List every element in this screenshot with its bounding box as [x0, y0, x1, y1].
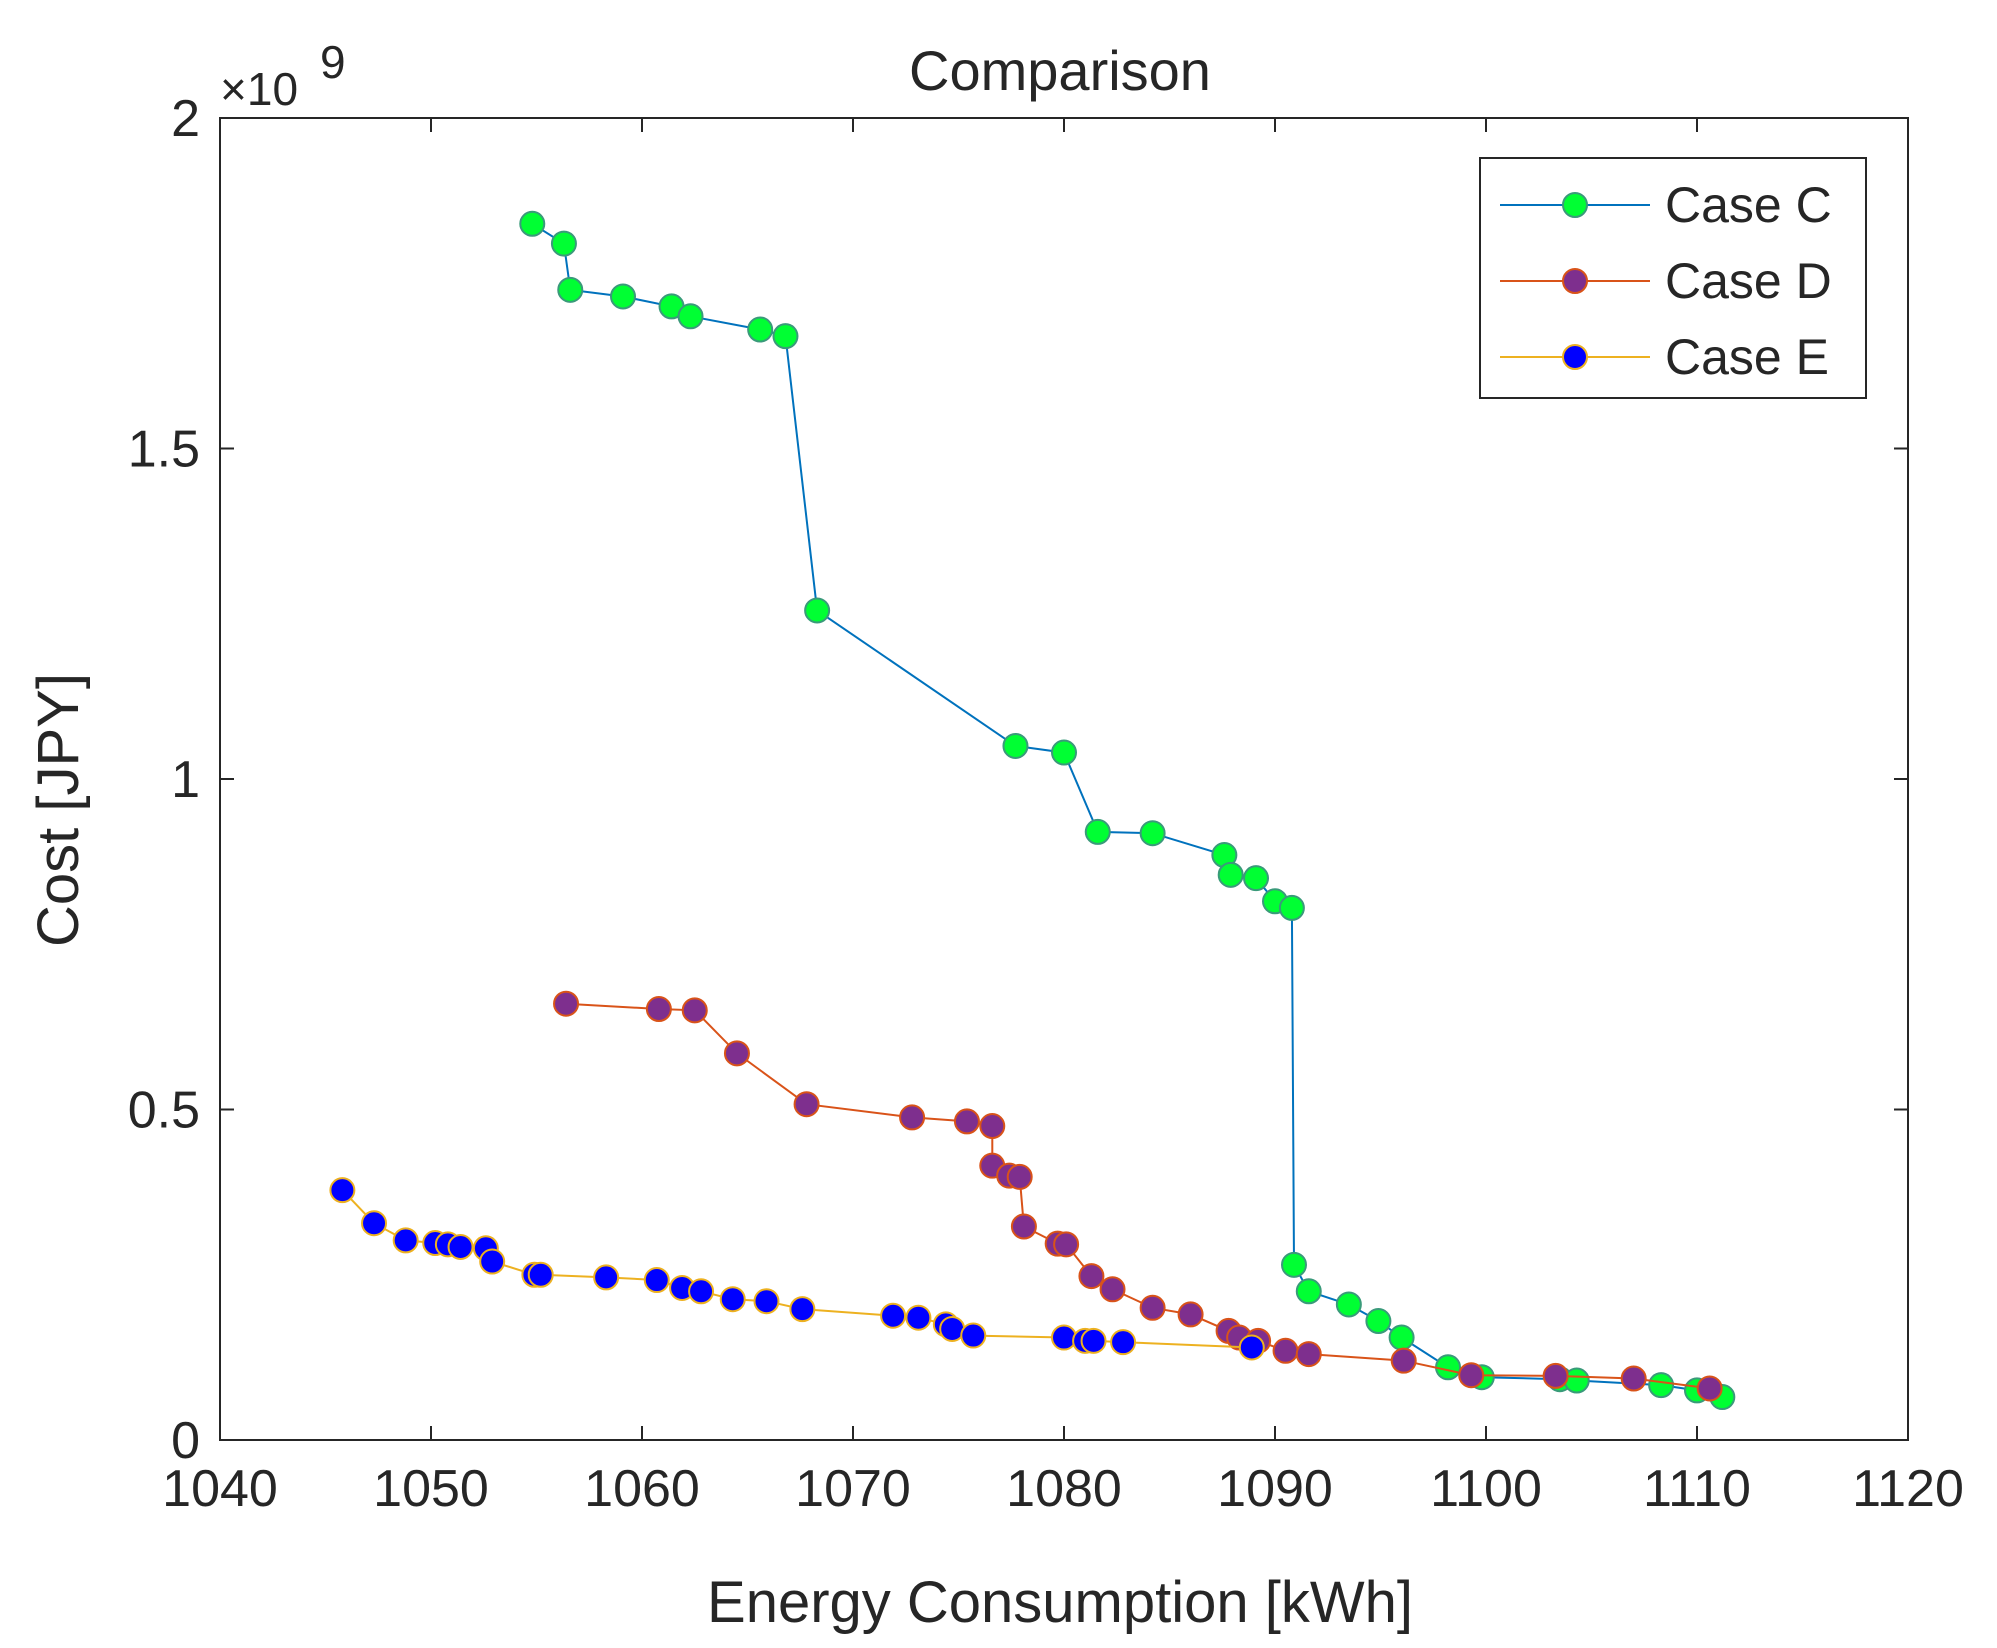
data-point-case-c: [1084, 818, 1111, 845]
data-point-case-d: [1006, 1163, 1033, 1190]
data-point-case-e: [527, 1261, 554, 1288]
legend-marker-case-e: [1562, 344, 1588, 370]
x-tick-label: 1050: [373, 1460, 489, 1518]
series-case-d: [553, 990, 1723, 1402]
data-point-case-d: [1078, 1263, 1105, 1290]
x-tick-label: 1120: [1852, 1460, 1964, 1518]
data-point-case-e: [960, 1322, 987, 1349]
x-tick-label: 1090: [1217, 1460, 1333, 1518]
series-layer: [329, 210, 1736, 1411]
data-point-case-d: [1620, 1365, 1647, 1392]
data-point-case-d: [645, 996, 672, 1023]
data-point-case-c: [1280, 1251, 1307, 1278]
y-axis-label: Cost [JPY]: [26, 673, 91, 947]
x-tick-label: 1110: [1643, 1460, 1751, 1518]
data-point-case-e: [1051, 1324, 1077, 1351]
data-point-case-c: [677, 303, 704, 330]
data-point-case-c: [550, 230, 577, 257]
data-point-case-d: [793, 1091, 820, 1118]
y-tick-label: 0: [171, 1412, 200, 1470]
data-point-case-e: [479, 1248, 506, 1275]
x-tick-label: 1080: [1006, 1460, 1122, 1518]
legend-label-case-e: Case E: [1665, 329, 1829, 385]
data-point-case-c: [1648, 1372, 1675, 1399]
data-point-case-e: [361, 1210, 388, 1237]
data-point-case-e: [447, 1233, 474, 1260]
data-point-case-d: [899, 1104, 926, 1131]
data-point-case-c: [1295, 1278, 1322, 1305]
data-point-case-d: [723, 1040, 750, 1067]
y-tick-label: 0.5: [128, 1082, 200, 1140]
y-tick-label: 1: [171, 751, 200, 809]
data-point-case-c: [1217, 861, 1244, 888]
data-point-case-d: [553, 990, 580, 1017]
data-point-case-e: [880, 1302, 907, 1329]
data-point-case-d: [1053, 1231, 1080, 1258]
data-point-case-d: [979, 1113, 1006, 1140]
legend-label-case-d: Case D: [1665, 253, 1832, 309]
data-point-case-c: [610, 283, 637, 310]
data-point-case-d: [1010, 1213, 1037, 1240]
data-point-case-d: [1458, 1362, 1485, 1389]
data-point-case-e: [789, 1296, 816, 1323]
data-point-case-d: [1390, 1347, 1417, 1374]
data-point-case-e: [688, 1278, 715, 1305]
data-point-case-c: [804, 597, 831, 624]
series-case-e: [329, 1177, 1265, 1361]
data-point-case-d: [681, 997, 708, 1024]
x-axis-label: Energy Consumption [kWh]: [707, 1570, 1413, 1635]
data-point-case-e: [329, 1177, 356, 1204]
y-tick-label: 2: [171, 90, 200, 148]
data-point-case-e: [593, 1264, 620, 1291]
data-point-case-c: [1051, 739, 1077, 766]
legend-entry-case-d: Case D: [1500, 253, 1832, 309]
data-point-case-e: [1238, 1334, 1265, 1361]
data-point-case-d: [1696, 1375, 1723, 1402]
x-tick-label: 1060: [584, 1460, 700, 1518]
legend-label-case-c: Case C: [1665, 177, 1832, 233]
data-point-case-d: [1272, 1337, 1299, 1364]
data-point-case-c: [557, 276, 584, 303]
data-point-case-d: [1177, 1301, 1204, 1328]
data-point-case-e: [905, 1304, 932, 1331]
data-point-case-e: [392, 1227, 419, 1254]
data-point-case-c: [1139, 820, 1166, 847]
series-line-case-d: [565, 1002, 1710, 1390]
chart-title: Comparison: [909, 39, 1211, 102]
data-point-case-d: [953, 1108, 980, 1135]
data-point-case-c: [1435, 1354, 1462, 1381]
ticks-layer: 1040 1050 1060 1070 1080 1090 1100 1110 1120 0 0.5…: [128, 90, 1964, 1518]
data-point-case-c: [1002, 732, 1029, 759]
y-tick-label: 1.5: [128, 421, 200, 479]
x-tick-label: 1100: [1430, 1460, 1542, 1518]
data-point-case-d: [1542, 1362, 1569, 1389]
data-point-case-e: [719, 1286, 746, 1313]
data-point-case-c: [1388, 1324, 1415, 1351]
legend: Case C Case D Case E: [1479, 157, 1867, 399]
data-point-case-e: [643, 1267, 670, 1294]
legend-entry-case-c: Case C: [1500, 177, 1832, 233]
legend-marker-case-c: [1562, 192, 1588, 218]
legend-entry-case-e: Case E: [1500, 329, 1829, 385]
y-exponent-label: ×10: [220, 63, 298, 115]
data-point-case-c: [1243, 865, 1270, 892]
data-point-case-e: [1110, 1329, 1137, 1356]
y-exponent-power: 9: [320, 36, 346, 88]
data-point-case-c: [1278, 894, 1305, 921]
data-point-case-e: [1080, 1327, 1107, 1354]
data-point-case-c: [519, 210, 546, 237]
data-point-case-c: [747, 316, 774, 343]
data-point-case-c: [1335, 1291, 1362, 1318]
data-point-case-c: [1563, 1367, 1590, 1394]
x-tick-label: 1070: [795, 1460, 911, 1518]
data-point-case-d: [1139, 1294, 1166, 1321]
data-point-case-e: [753, 1288, 780, 1315]
legend-marker-case-d: [1562, 268, 1588, 294]
data-point-case-d: [1099, 1276, 1126, 1303]
data-point-case-c: [1365, 1308, 1392, 1335]
data-point-case-d: [1295, 1341, 1322, 1368]
data-point-case-c: [772, 323, 799, 350]
x-tick-label: 1040: [162, 1460, 278, 1518]
